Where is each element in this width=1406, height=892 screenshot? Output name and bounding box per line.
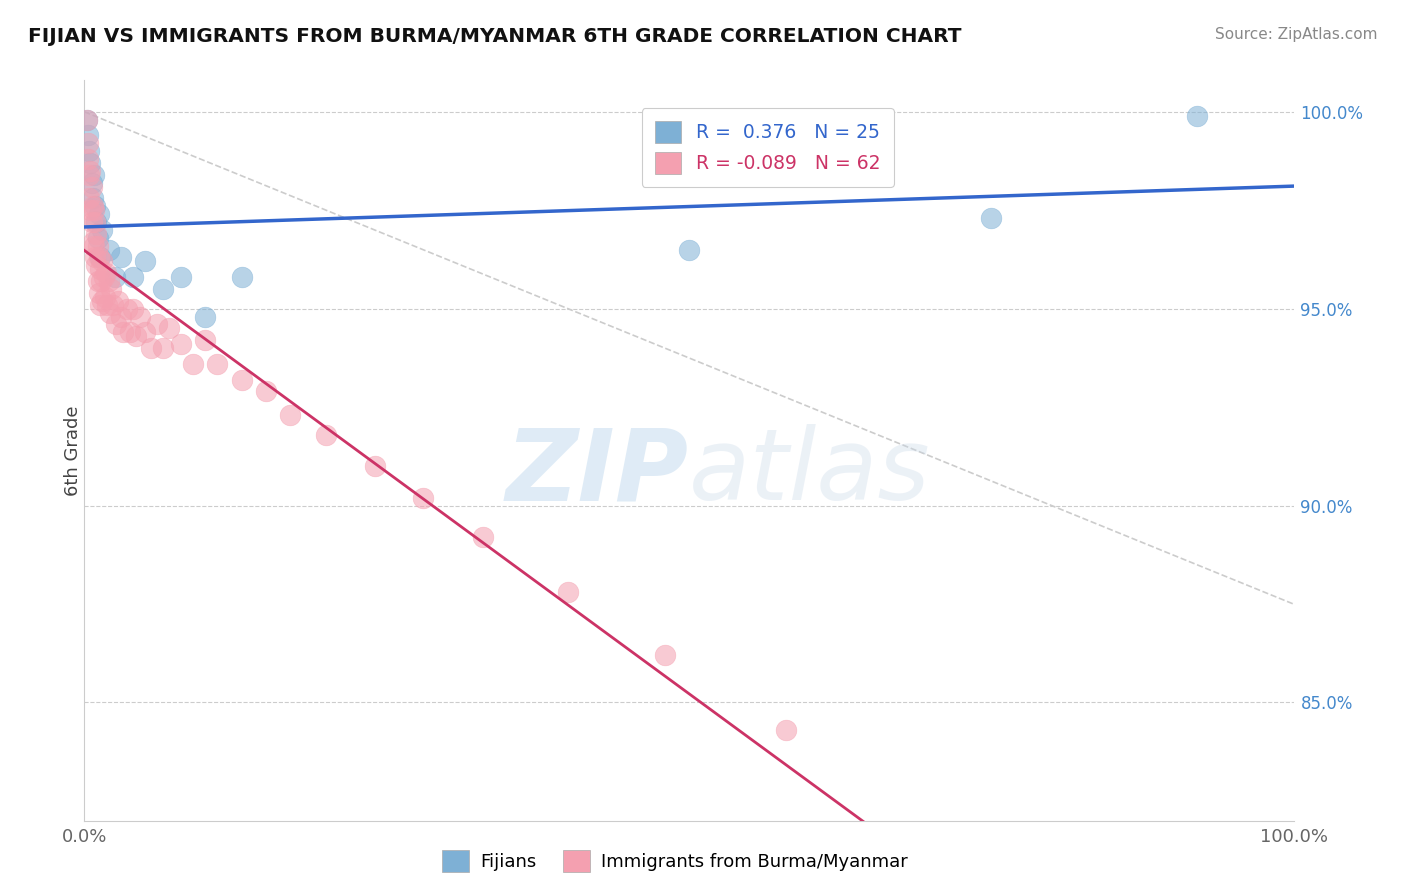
Point (86, 238, 108, 252)
Point (79, 156, 101, 170)
Point (254, 384, 277, 399)
Point (86, 215, 108, 229)
Point (84, 251, 107, 265)
Point (79, 164, 101, 178)
Point (86, 227, 108, 241)
Point (775, 723, 797, 737)
Point (181, 357, 204, 371)
Legend: Fijians, Immigrants from Burma/Myanmar: Fijians, Immigrants from Burma/Myanmar (434, 843, 915, 880)
Point (80, 176, 103, 190)
Point (654, 648, 676, 663)
Point (86, 259, 108, 273)
Point (98, 305, 121, 319)
Point (980, 211, 1002, 226)
Point (152, 282, 174, 296)
Point (87, 251, 110, 265)
Point (83, 203, 105, 218)
Point (363, 459, 385, 474)
Point (80, 179, 103, 194)
Point (96, 298, 118, 312)
Point (97, 243, 120, 257)
Point (84, 215, 107, 229)
Point (1185, 109, 1208, 123)
Point (278, 408, 301, 422)
Point (82, 191, 104, 205)
Point (83, 168, 105, 182)
Point (84, 199, 107, 213)
Point (152, 341, 174, 355)
Point (77, 152, 100, 166)
Text: Source: ZipAtlas.com: Source: ZipAtlas.com (1215, 27, 1378, 42)
Point (77, 136, 100, 151)
Point (82, 235, 104, 249)
Point (472, 530, 495, 544)
Point (76, 112, 98, 127)
Point (110, 251, 132, 265)
Point (121, 270, 143, 285)
Point (557, 585, 579, 599)
Point (139, 341, 162, 355)
Point (80, 215, 103, 229)
Point (89, 251, 111, 265)
Point (120, 326, 142, 340)
Point (77, 128, 100, 143)
Point (77, 191, 100, 205)
Point (93, 270, 115, 285)
Point (100, 282, 122, 296)
Point (207, 357, 229, 371)
Point (134, 326, 156, 340)
Point (77, 144, 100, 158)
Point (121, 301, 143, 316)
Point (86, 231, 108, 245)
Point (115, 301, 138, 316)
Point (315, 427, 337, 442)
Point (76, 112, 98, 127)
Point (91, 223, 114, 237)
Text: FIJIAN VS IMMIGRANTS FROM BURMA/MYANMAR 6TH GRADE CORRELATION CHART: FIJIAN VS IMMIGRANTS FROM BURMA/MYANMAR … (28, 27, 962, 45)
Point (87, 207, 110, 221)
Point (104, 318, 127, 332)
Point (94, 266, 117, 280)
Point (678, 243, 700, 257)
Point (157, 321, 180, 335)
Point (194, 310, 217, 324)
Y-axis label: 6th Grade: 6th Grade (65, 405, 82, 496)
Point (412, 491, 434, 505)
Legend: R =  0.376   N = 25, R = -0.089   N = 62: R = 0.376 N = 25, R = -0.089 N = 62 (641, 108, 894, 187)
Point (77, 168, 100, 182)
Point (86, 274, 108, 288)
Point (94, 290, 117, 304)
Point (231, 373, 253, 387)
Point (79, 203, 101, 218)
Point (134, 254, 156, 268)
Text: atlas: atlas (689, 425, 931, 521)
Point (90, 274, 112, 288)
Text: ZIP: ZIP (506, 425, 689, 521)
Point (110, 310, 132, 324)
Point (112, 326, 135, 340)
Point (87, 285, 110, 300)
Point (146, 318, 169, 332)
Point (83, 238, 105, 252)
Point (231, 270, 253, 285)
Point (104, 270, 127, 285)
Point (170, 337, 193, 351)
Point (129, 310, 152, 324)
Point (170, 270, 193, 285)
Point (89, 298, 111, 312)
Point (107, 293, 129, 308)
Point (125, 329, 148, 343)
Point (97, 274, 120, 288)
Point (89, 262, 111, 277)
Point (91, 293, 114, 308)
Point (82, 199, 104, 213)
Point (194, 333, 217, 347)
Point (91, 254, 114, 268)
Point (103, 298, 125, 312)
